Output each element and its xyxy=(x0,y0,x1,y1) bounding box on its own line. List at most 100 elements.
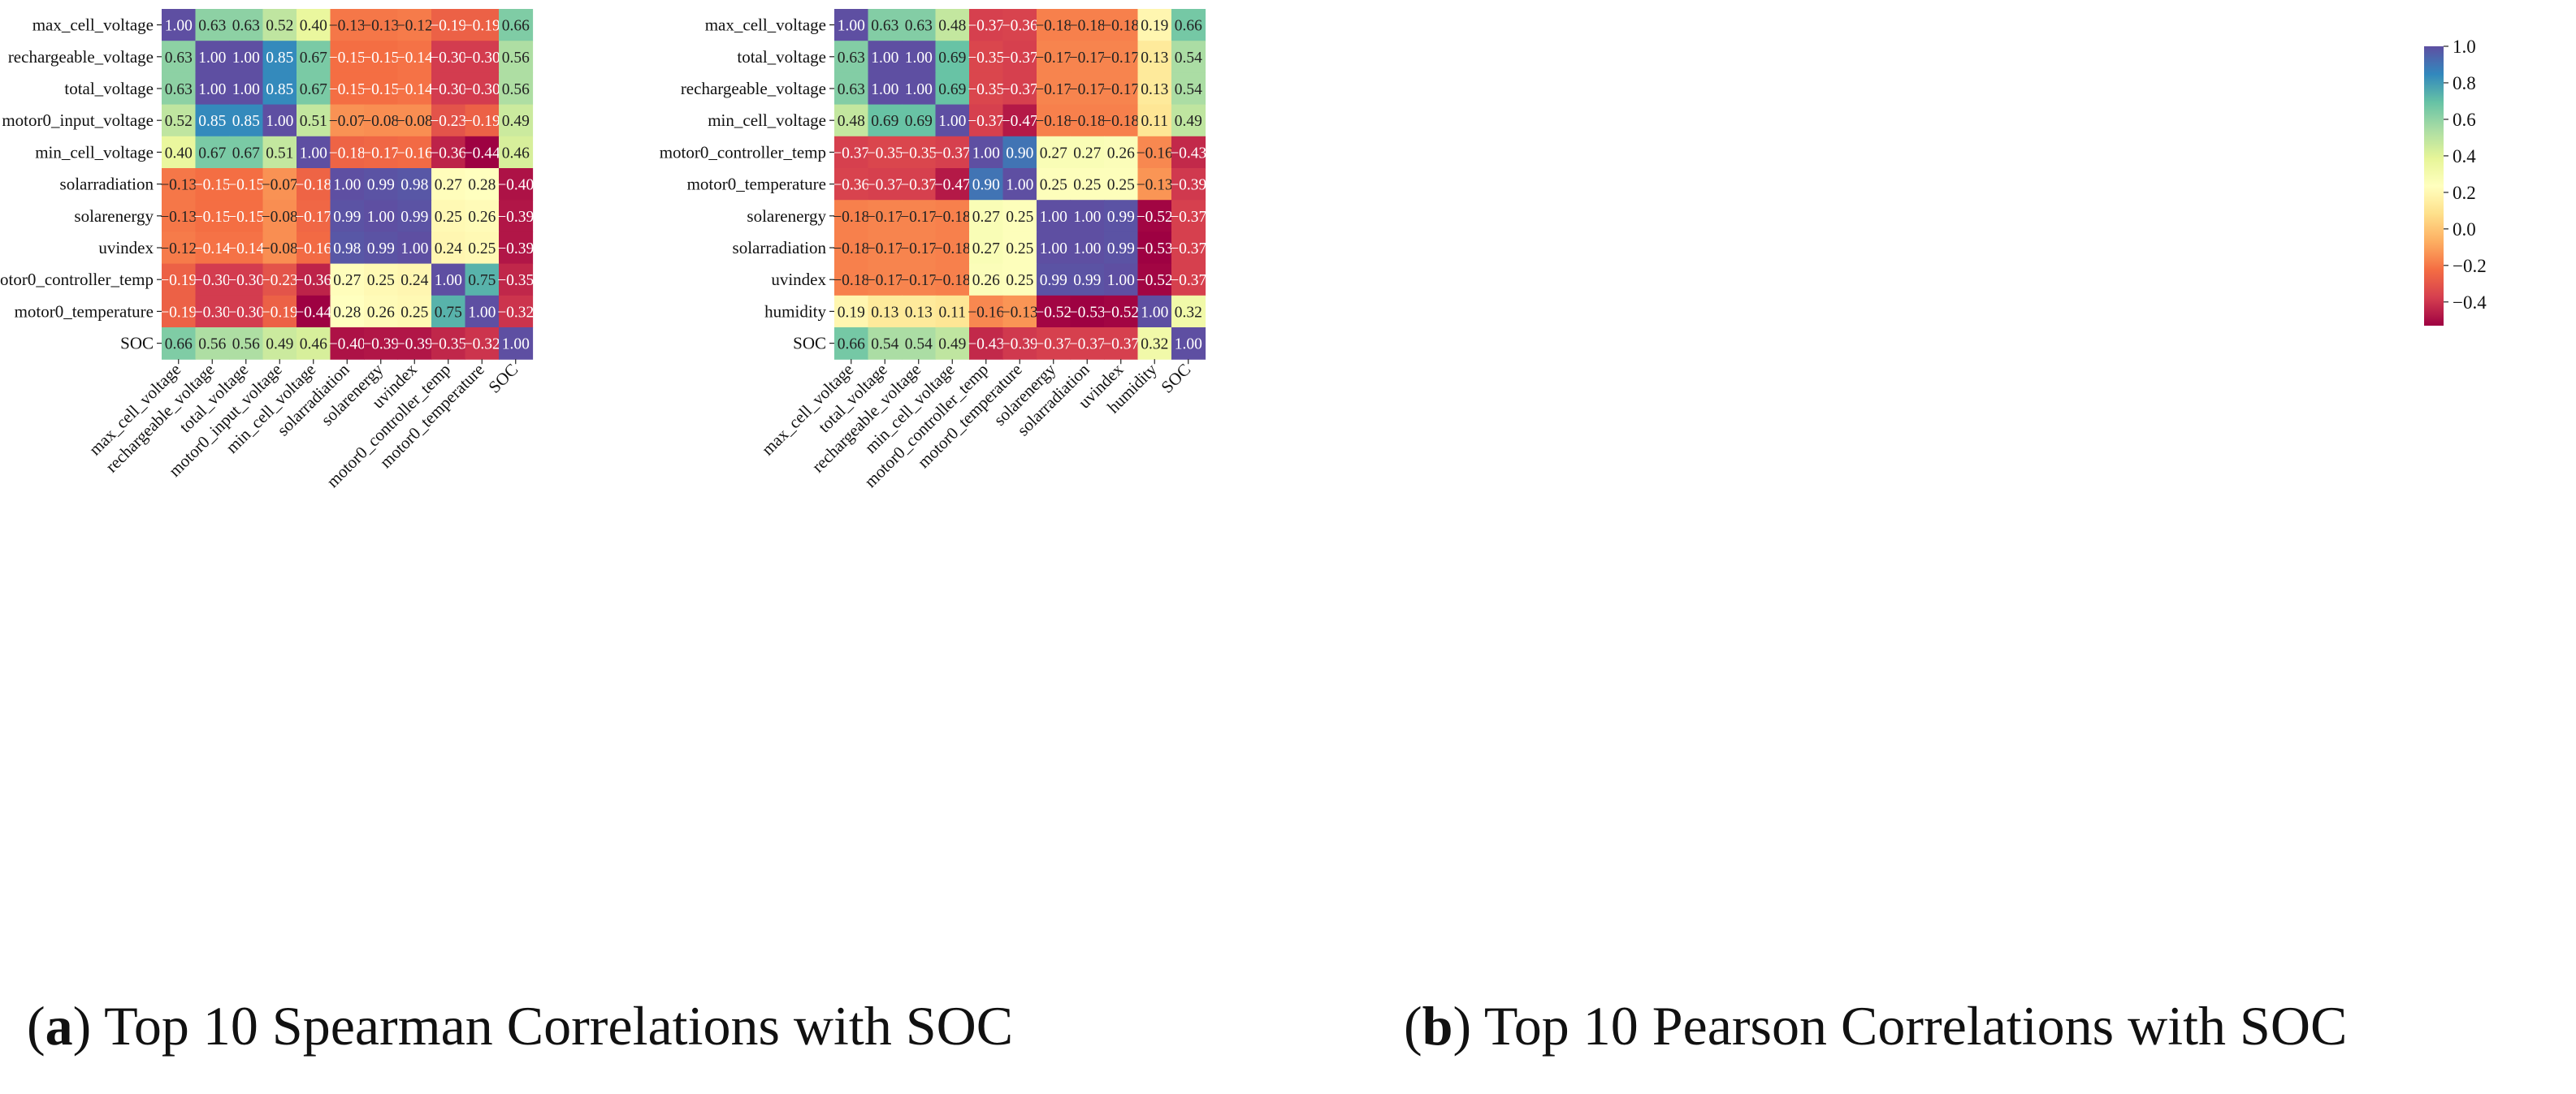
heatmap-cell xyxy=(834,136,869,169)
heatmap-cell xyxy=(499,9,534,41)
heatmap-cell xyxy=(1037,200,1072,232)
cell-value-label: −0.18 xyxy=(833,240,869,257)
cell-value-label: 1.00 xyxy=(1107,272,1135,289)
cell-value-label: 0.99 xyxy=(1073,272,1101,289)
heatmap-cell xyxy=(868,136,903,169)
cell-value-label: −0.52 xyxy=(1136,209,1173,226)
heatmap-cell xyxy=(397,263,432,296)
cell-value-label: −0.18 xyxy=(329,145,366,162)
cell-value-label: −0.23 xyxy=(430,113,466,130)
cell-value-label: −0.37 xyxy=(867,177,903,194)
y-tick-label: solarenergy xyxy=(74,206,154,226)
cell-value-label: 0.25 xyxy=(435,209,462,226)
cell-value-label: −0.37 xyxy=(1170,240,1206,257)
cell-value-label: 1.00 xyxy=(165,18,193,35)
spearman-heatmap-panel: 1.00 0.63 0.63 0.52 0.40 −0.13−0.13−0.12−0.19… xyxy=(0,9,1166,491)
heatmap-cell xyxy=(1002,9,1037,41)
cell-value-label: 0.28 xyxy=(468,177,496,194)
y-tick-label: max_cell_voltage xyxy=(32,15,154,35)
y-tick-label: motor0_controller_temp xyxy=(0,270,154,289)
cell-value-label: 0.63 xyxy=(165,81,193,98)
heatmap-cell xyxy=(229,231,264,265)
heatmap-cell xyxy=(1070,72,1105,106)
heatmap-cell xyxy=(499,168,534,201)
heatmap-cell xyxy=(935,41,970,73)
cell-value-label: 0.25 xyxy=(1040,177,1067,194)
cell-value-label: 1.00 xyxy=(367,209,395,226)
heatmap-cell xyxy=(1037,327,1072,360)
heatmap-cell xyxy=(1002,41,1037,73)
cell-value-label: 0.32 xyxy=(1175,304,1202,321)
cell-value-label: −0.18 xyxy=(1069,18,1106,35)
cell-value-label: 0.90 xyxy=(972,177,1000,194)
heatmap-cell xyxy=(397,295,432,328)
heatmap-cell xyxy=(397,200,432,232)
cell-value-label: −0.14 xyxy=(396,50,433,67)
cell-value-label: 0.75 xyxy=(435,304,462,321)
cell-value-label: 0.98 xyxy=(400,177,428,194)
cell-value-label: 1.00 xyxy=(333,177,361,194)
heatmap-cell xyxy=(1171,9,1206,41)
x-tick-label: SOC xyxy=(484,360,522,397)
cell-value-label: −0.13 xyxy=(1136,177,1173,194)
cell-value-label: −0.17 xyxy=(1069,50,1106,67)
heatmap-cell xyxy=(229,104,264,137)
heatmap-cell xyxy=(364,263,399,296)
y-tick-label: min_cell_voltage xyxy=(35,142,154,162)
cell-value-label: −0.32 xyxy=(464,336,500,353)
heatmap-cell xyxy=(1070,168,1105,201)
cell-value-label: −0.18 xyxy=(833,272,869,289)
heatmap-cell xyxy=(330,200,365,232)
heatmap-cell xyxy=(162,41,197,73)
heatmap-cell xyxy=(195,104,230,137)
colorbar-tick-label: 1.0 xyxy=(2453,37,2476,57)
heatmap-cell xyxy=(364,168,399,201)
cell-value-label: −0.30 xyxy=(464,50,500,67)
heatmap-cell xyxy=(834,41,869,73)
colorbar-tick-label: 0.8 xyxy=(2453,73,2476,93)
heatmap-cell xyxy=(1171,200,1206,232)
heatmap-cell xyxy=(229,41,264,73)
cell-value-label: 0.26 xyxy=(1107,145,1135,162)
cell-value-label: −0.35 xyxy=(968,50,1004,67)
cell-value-label: −0.18 xyxy=(1035,113,1072,130)
heatmap-cell xyxy=(162,9,197,41)
cell-value-label: 1.00 xyxy=(1040,240,1067,257)
cell-value-label: −0.52 xyxy=(1136,272,1173,289)
heatmap-cell xyxy=(397,9,432,41)
heatmap-cell xyxy=(431,295,466,328)
x-axis-labels: max_cell_voltagetotal_voltagerechargeabl… xyxy=(758,359,1194,491)
heatmap-cell xyxy=(1104,231,1139,265)
cell-value-label: 1.00 xyxy=(266,113,293,130)
heatmap-cell xyxy=(465,72,500,106)
cell-value-label: −0.17 xyxy=(867,240,903,257)
y-tick-label: total_voltage xyxy=(737,47,826,67)
cell-value-label: −0.36 xyxy=(1002,18,1038,35)
heatmap-cells: 1.00 0.63 0.63 0.52 0.40 −0.13−0.13−0.12−0.19… xyxy=(160,9,534,360)
heatmap-cell xyxy=(1104,327,1139,360)
heatmap-cell xyxy=(297,200,331,232)
cell-value-label: −0.37 xyxy=(1035,336,1072,353)
cell-value-label: −0.35 xyxy=(867,145,903,162)
heatmap-cell xyxy=(297,295,331,328)
heatmap-cell xyxy=(1171,104,1206,137)
heatmap-cell xyxy=(969,263,1004,296)
cell-value-label: 0.69 xyxy=(938,81,966,98)
cell-value-label: −0.17 xyxy=(1102,50,1139,67)
cell-value-label: −0.40 xyxy=(497,177,534,194)
cell-value-label: 0.52 xyxy=(266,18,293,35)
heatmap-cell xyxy=(902,104,937,137)
cell-value-label: −0.30 xyxy=(430,50,466,67)
heatmap-cell xyxy=(1070,295,1105,328)
heatmap-cell xyxy=(297,72,331,106)
cell-value-label: 0.25 xyxy=(1006,272,1033,289)
cell-value-label: 0.66 xyxy=(1175,18,1202,35)
cell-value-label: 0.67 xyxy=(198,145,226,162)
cell-value-label: −0.15 xyxy=(362,50,399,67)
cell-value-label: 0.27 xyxy=(1040,145,1067,162)
heatmap-cell xyxy=(229,295,264,328)
heatmap-cell xyxy=(969,72,1004,106)
heatmap-cell xyxy=(1037,72,1072,106)
heatmap-cell xyxy=(465,9,500,41)
cell-value-label: −0.39 xyxy=(396,336,433,353)
